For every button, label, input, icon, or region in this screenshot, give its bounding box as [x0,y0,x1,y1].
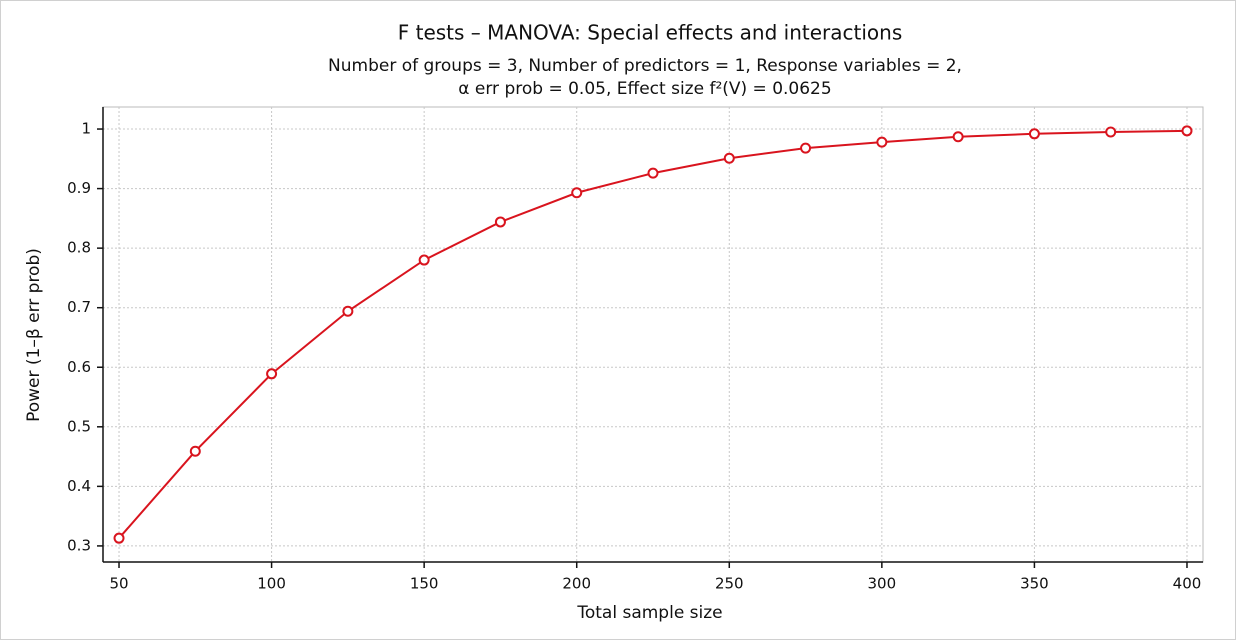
point [1105,126,1117,138]
point [494,216,506,228]
point [418,254,430,266]
point [113,532,125,544]
point [189,445,201,457]
x-tick-label: 100 [257,575,286,593]
x-tick-label: 350 [1020,575,1049,593]
y-tick-label: 0.8 [67,239,91,257]
y-tick-label: 0.6 [67,358,91,376]
point [800,142,812,154]
point [571,187,583,199]
y-tick-label: 0.3 [67,536,91,554]
y-tick-label: 1 [81,120,91,138]
x-tick-label: 300 [868,575,897,593]
x-axis-label: Total sample size [576,603,722,623]
y-tick-label: 0.5 [67,417,91,435]
x-tick-label: 150 [410,575,439,593]
point [647,167,659,179]
chart-subtitle: α err prob = 0.05, Effect size f²(V) = 0… [458,79,831,99]
point [952,131,964,143]
point [266,368,278,380]
y-tick-label: 0.9 [67,179,91,197]
point [1028,128,1040,140]
y-tick-label: 0.4 [67,477,91,495]
point [876,136,888,148]
x-tick-label: 400 [1173,575,1202,593]
x-tick-label: 250 [715,575,744,593]
y-axis-label: Power (1–β err prob) [24,248,44,422]
y-tick-label: 0.7 [67,298,91,316]
x-tick-label: 50 [109,575,128,593]
point [1181,125,1193,137]
x-tick-label: 200 [562,575,591,593]
point [723,152,735,164]
chart-subtitle: Number of groups = 3, Number of predicto… [328,56,962,76]
chart-title: F tests – MANOVA: Special effects and in… [398,21,903,45]
point [342,305,354,317]
